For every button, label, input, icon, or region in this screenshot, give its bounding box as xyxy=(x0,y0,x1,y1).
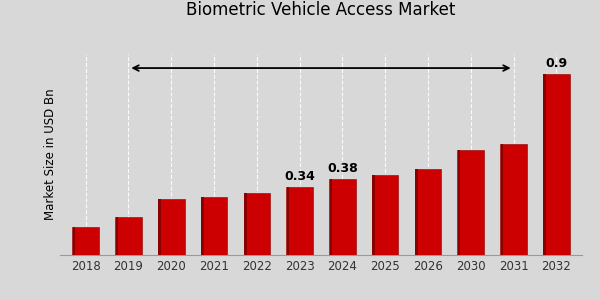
Bar xyxy=(116,217,118,255)
Text: 0.9: 0.9 xyxy=(545,58,568,70)
Bar xyxy=(543,74,569,255)
Bar xyxy=(244,193,247,255)
Bar xyxy=(201,197,227,255)
Title: Biometric Vehicle Access Market: Biometric Vehicle Access Market xyxy=(187,1,455,19)
Bar xyxy=(501,144,503,255)
Bar xyxy=(544,74,546,255)
Y-axis label: Market Size in USD Bn: Market Size in USD Bn xyxy=(44,89,57,220)
Bar xyxy=(329,178,332,255)
Text: 0.34: 0.34 xyxy=(284,170,315,183)
Bar xyxy=(372,175,398,255)
Bar xyxy=(457,151,484,255)
Bar xyxy=(373,175,375,255)
Bar xyxy=(115,217,142,255)
Bar xyxy=(158,199,161,255)
Bar xyxy=(286,187,313,255)
Bar xyxy=(415,169,418,255)
Bar xyxy=(201,197,204,255)
Bar xyxy=(458,151,460,255)
Bar xyxy=(500,144,527,255)
Bar xyxy=(73,227,76,255)
Bar xyxy=(329,178,356,255)
Bar xyxy=(415,169,441,255)
Bar xyxy=(158,199,185,255)
Bar xyxy=(244,193,270,255)
Bar xyxy=(73,227,99,255)
Bar xyxy=(287,187,289,255)
Text: 0.38: 0.38 xyxy=(327,162,358,175)
